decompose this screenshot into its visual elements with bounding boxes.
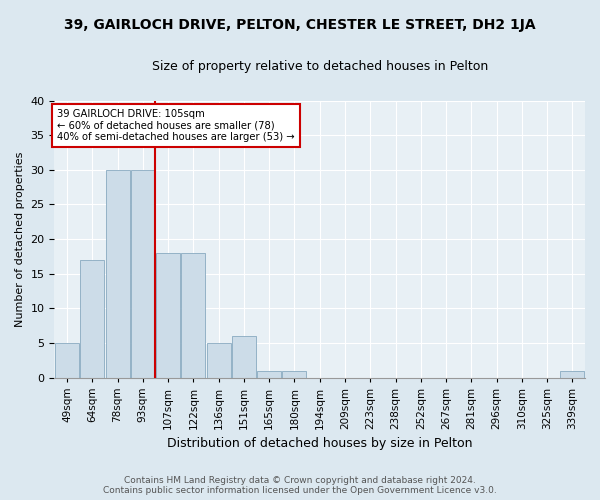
- Bar: [560, 370, 584, 378]
- Bar: [80, 260, 104, 378]
- Bar: [181, 253, 205, 378]
- Bar: [232, 336, 256, 378]
- Bar: [131, 170, 155, 378]
- Bar: [106, 170, 130, 378]
- Bar: [257, 370, 281, 378]
- Title: Size of property relative to detached houses in Pelton: Size of property relative to detached ho…: [152, 60, 488, 73]
- Bar: [283, 370, 307, 378]
- Y-axis label: Number of detached properties: Number of detached properties: [15, 152, 25, 326]
- Text: Contains HM Land Registry data © Crown copyright and database right 2024.
Contai: Contains HM Land Registry data © Crown c…: [103, 476, 497, 495]
- Bar: [206, 343, 230, 378]
- Text: 39, GAIRLOCH DRIVE, PELTON, CHESTER LE STREET, DH2 1JA: 39, GAIRLOCH DRIVE, PELTON, CHESTER LE S…: [64, 18, 536, 32]
- Text: 39 GAIRLOCH DRIVE: 105sqm
← 60% of detached houses are smaller (78)
40% of semi-: 39 GAIRLOCH DRIVE: 105sqm ← 60% of detac…: [57, 109, 295, 142]
- X-axis label: Distribution of detached houses by size in Pelton: Distribution of detached houses by size …: [167, 437, 472, 450]
- Bar: [55, 343, 79, 378]
- Bar: [156, 253, 180, 378]
